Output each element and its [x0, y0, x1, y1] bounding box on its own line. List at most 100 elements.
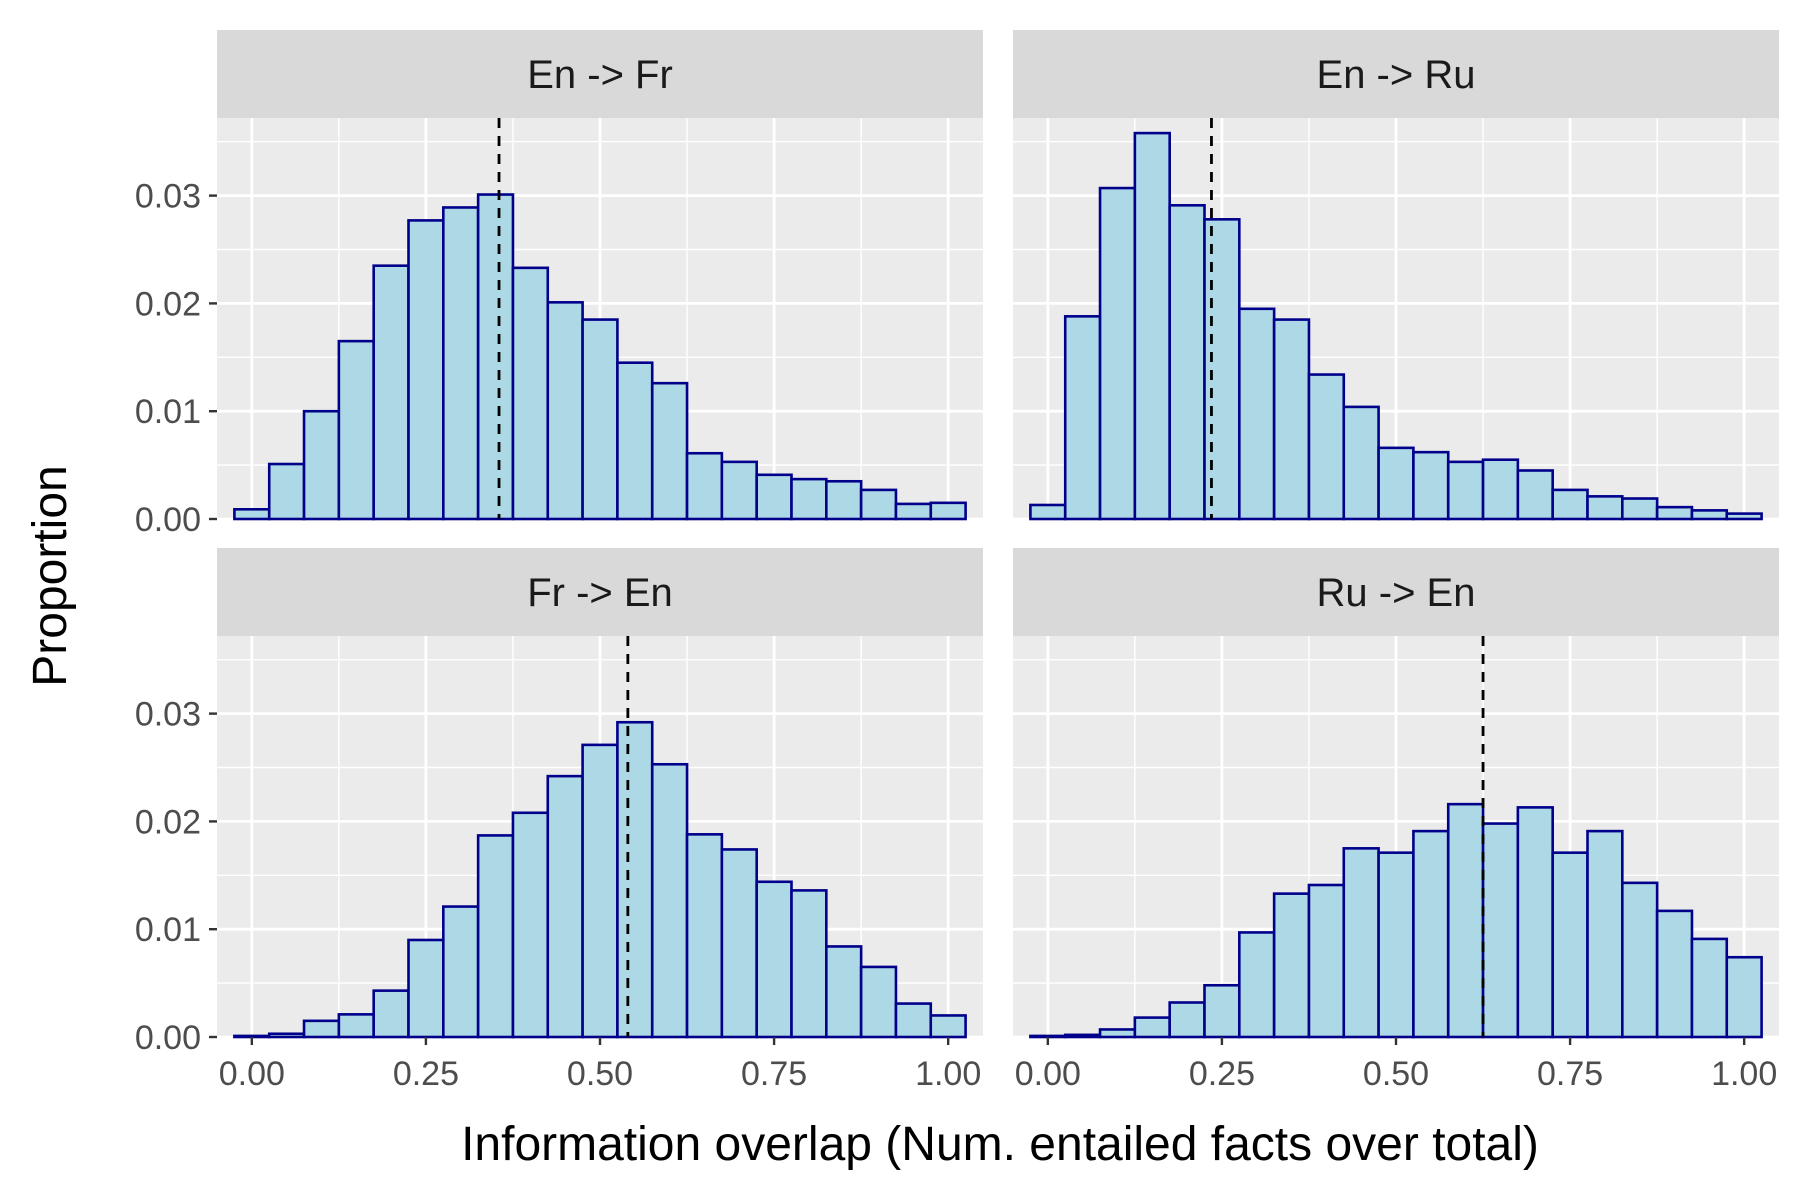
histogram-bar	[1307, 373, 1346, 521]
histogram-bar	[442, 206, 480, 521]
histogram-bar	[1133, 131, 1171, 521]
panel-ru-en: Ru -> En 0.00 0.25 0.50 0.75 1.00	[1013, 548, 1779, 1093]
histogram-bar	[476, 834, 515, 1039]
histogram-bar	[859, 965, 898, 1039]
facet-strip	[1013, 30, 1779, 118]
facet-strip-label: Fr -> En	[527, 571, 673, 615]
panel-en-ru: En -> Ru	[1013, 30, 1779, 521]
histogram-bar	[407, 938, 445, 1039]
histogram-bar	[929, 501, 967, 521]
histogram-bar	[337, 339, 375, 521]
histogram-bar	[1238, 931, 1276, 1039]
y-tick-label: 0.01	[135, 911, 201, 949]
histogram-bar	[685, 451, 724, 521]
histogram-bar	[1098, 1028, 1137, 1039]
histogram-bar	[720, 848, 758, 1039]
histogram-bar	[859, 488, 898, 521]
x-tick-label: 1.00	[1711, 1055, 1777, 1093]
histogram-bar	[1446, 460, 1485, 521]
facet-strip-label: Ru -> En	[1317, 571, 1476, 615]
histogram-bar	[1377, 446, 1415, 521]
y-tick-label: 0.02	[135, 285, 201, 323]
histogram-bar	[1168, 204, 1206, 521]
histogram-bar	[511, 811, 550, 1039]
histogram-bar	[233, 507, 271, 521]
histogram-bar	[1690, 937, 1729, 1039]
histogram-bar	[1725, 955, 1763, 1039]
histogram-bar	[302, 1019, 341, 1039]
histogram-bar	[442, 905, 480, 1039]
histogram-bar	[372, 264, 410, 521]
y-tick-label: 0.01	[135, 393, 201, 431]
histogram-bar	[1481, 458, 1520, 521]
histogram-bar	[1342, 405, 1380, 521]
histogram-bar	[1621, 497, 1659, 521]
histogram-bar	[1029, 503, 1067, 521]
histogram-bar	[511, 266, 550, 521]
facet-panels: En -> Fr 0.00 0.01 0.02 0.03 En -> Ru Fr -> En…	[135, 30, 1779, 1093]
histogram-bar	[1551, 488, 1589, 521]
histogram-bar	[267, 462, 306, 521]
histogram-bar	[1516, 469, 1554, 521]
histogram-bar	[1203, 218, 1241, 521]
histogram-bar	[650, 762, 689, 1039]
y-tick-label: 0.02	[135, 803, 201, 841]
histogram-bar	[1307, 883, 1346, 1039]
histogram-bar	[720, 460, 758, 521]
x-tick-label: 0.25	[1189, 1055, 1255, 1093]
histogram-bar	[790, 477, 828, 521]
histogram-bar	[476, 193, 515, 521]
histogram-bar	[616, 720, 654, 1039]
histogram-bar	[581, 743, 619, 1039]
facet-strip	[217, 30, 983, 118]
x-tick-label: 0.00	[219, 1055, 285, 1093]
histogram-bar	[1655, 909, 1694, 1039]
y-tick-label: 0.03	[135, 696, 201, 734]
histogram-bar	[1029, 1034, 1067, 1039]
histogram-bar	[929, 1014, 967, 1039]
histogram-bar	[233, 1034, 271, 1039]
x-tick-label: 1.00	[915, 1055, 981, 1093]
histogram-bar	[1063, 315, 1102, 521]
histogram-bar	[337, 1013, 375, 1039]
histogram-bar	[894, 502, 933, 521]
facet-strip-label: En -> Ru	[1317, 53, 1476, 97]
facet-strip	[217, 548, 983, 636]
histogram-bar	[825, 479, 863, 521]
histogram-bar	[581, 318, 619, 521]
histogram-bar	[755, 473, 793, 521]
histogram-bar	[894, 1002, 933, 1039]
histogram-bar	[407, 219, 445, 521]
histogram-bar	[1690, 509, 1729, 521]
histogram-bar	[1446, 802, 1485, 1039]
histogram-bar	[1377, 851, 1415, 1039]
facet-strip-label: En -> Fr	[527, 53, 673, 97]
histogram-bar	[1238, 307, 1276, 521]
histogram-bar	[790, 889, 828, 1039]
histogram-bar	[1551, 851, 1589, 1039]
histogram-bar	[1412, 829, 1450, 1039]
x-tick-label: 0.75	[1537, 1055, 1603, 1093]
histogram-bar	[546, 774, 584, 1039]
histogram-bar	[1481, 822, 1520, 1039]
histogram-bar	[1586, 829, 1624, 1039]
x-tick-label: 0.00	[1015, 1055, 1081, 1093]
x-tick-label: 0.75	[741, 1055, 807, 1093]
y-tick-label: 0.00	[135, 501, 201, 539]
panel-fr-en: Fr -> En 0.00 0.01 0.02 0.03 0.00 0.25 0.50 0.75…	[135, 548, 983, 1093]
histogram-bar	[1272, 318, 1311, 521]
histogram-bar	[650, 381, 689, 521]
histogram-bar	[1516, 806, 1554, 1039]
histogram-bar	[1586, 495, 1624, 521]
y-tick-label: 0.00	[135, 1019, 201, 1057]
x-tick-label: 0.50	[567, 1055, 633, 1093]
histogram-bar	[825, 945, 863, 1039]
histogram-bar	[1655, 505, 1694, 521]
histogram-bar	[1098, 186, 1137, 521]
histogram-bar	[302, 409, 341, 521]
histogram-bar	[1342, 847, 1380, 1039]
histogram-bar	[616, 361, 654, 521]
y-tick-label: 0.03	[135, 178, 201, 216]
histogram-bar	[1272, 892, 1311, 1039]
